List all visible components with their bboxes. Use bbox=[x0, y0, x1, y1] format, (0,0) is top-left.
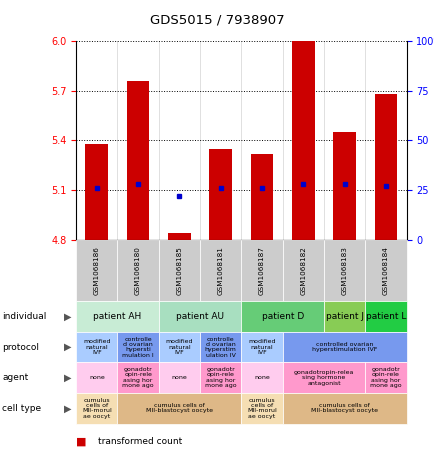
Bar bbox=[168, 233, 191, 240]
Text: modified
natural
IVF: modified natural IVF bbox=[83, 339, 110, 355]
Text: cumulus cells of
MII-blastocyst oocyte: cumulus cells of MII-blastocyst oocyte bbox=[310, 403, 378, 414]
Text: controlled ovarian
hyperstimulation IVF: controlled ovarian hyperstimulation IVF bbox=[311, 342, 377, 352]
Text: modified
natural
IVF: modified natural IVF bbox=[248, 339, 275, 355]
Text: GSM1068182: GSM1068182 bbox=[300, 246, 306, 295]
Bar bbox=[332, 132, 355, 240]
Text: ■: ■ bbox=[76, 437, 86, 447]
Text: GSM1068185: GSM1068185 bbox=[176, 246, 182, 295]
Text: GSM1068183: GSM1068183 bbox=[341, 246, 347, 295]
Text: ▶: ▶ bbox=[64, 403, 72, 413]
Text: ▶: ▶ bbox=[64, 373, 72, 383]
Bar bbox=[85, 144, 108, 240]
Text: none: none bbox=[89, 375, 105, 380]
Text: cumulus
cells of
MII-morul
ae oocyt: cumulus cells of MII-morul ae oocyt bbox=[82, 398, 112, 419]
Text: none: none bbox=[253, 375, 270, 380]
Text: gonadotr
opin-rele
asing hor
mone ago: gonadotr opin-rele asing hor mone ago bbox=[122, 367, 154, 388]
Text: agent: agent bbox=[2, 373, 28, 382]
Text: GSM1068187: GSM1068187 bbox=[259, 246, 264, 295]
Text: ▶: ▶ bbox=[64, 312, 72, 322]
Text: patient L: patient L bbox=[365, 312, 405, 321]
Bar bbox=[291, 41, 314, 240]
Text: controlle
d ovarian
hyperstim
ulation IV: controlle d ovarian hyperstim ulation IV bbox=[204, 337, 236, 358]
Text: gonadotr
opin-rele
asing hor
mone ago: gonadotr opin-rele asing hor mone ago bbox=[204, 367, 236, 388]
Text: cumulus cells of
MII-blastocyst oocyte: cumulus cells of MII-blastocyst oocyte bbox=[145, 403, 213, 414]
Text: none: none bbox=[171, 375, 187, 380]
Text: patient D: patient D bbox=[261, 312, 303, 321]
Text: GSM1068184: GSM1068184 bbox=[382, 246, 388, 295]
Text: protocol: protocol bbox=[2, 342, 39, 352]
Text: patient AU: patient AU bbox=[176, 312, 224, 321]
Text: patient AH: patient AH bbox=[93, 312, 141, 321]
Text: GSM1068181: GSM1068181 bbox=[217, 246, 223, 295]
Text: cell type: cell type bbox=[2, 404, 41, 413]
Text: gonadotropin-relea
sing hormone
antagonist: gonadotropin-relea sing hormone antagoni… bbox=[293, 370, 353, 386]
Bar bbox=[374, 94, 397, 240]
Text: ▶: ▶ bbox=[64, 342, 72, 352]
Bar bbox=[250, 154, 273, 240]
Bar bbox=[126, 81, 149, 240]
Text: GDS5015 / 7938907: GDS5015 / 7938907 bbox=[150, 14, 284, 27]
Text: transformed count: transformed count bbox=[98, 437, 182, 446]
Bar bbox=[209, 149, 232, 240]
Text: gonadotr
opin-rele
asing hor
mone ago: gonadotr opin-rele asing hor mone ago bbox=[369, 367, 401, 388]
Text: patient J: patient J bbox=[325, 312, 363, 321]
Text: GSM1068186: GSM1068186 bbox=[94, 246, 99, 295]
Text: modified
natural
IVF: modified natural IVF bbox=[165, 339, 193, 355]
Text: cumulus
cells of
MII-morul
ae oocyt: cumulus cells of MII-morul ae oocyt bbox=[247, 398, 276, 419]
Text: controlle
d ovarian
hypersti
mulation I: controlle d ovarian hypersti mulation I bbox=[122, 337, 154, 358]
Text: GSM1068180: GSM1068180 bbox=[135, 246, 141, 295]
Text: individual: individual bbox=[2, 312, 46, 321]
